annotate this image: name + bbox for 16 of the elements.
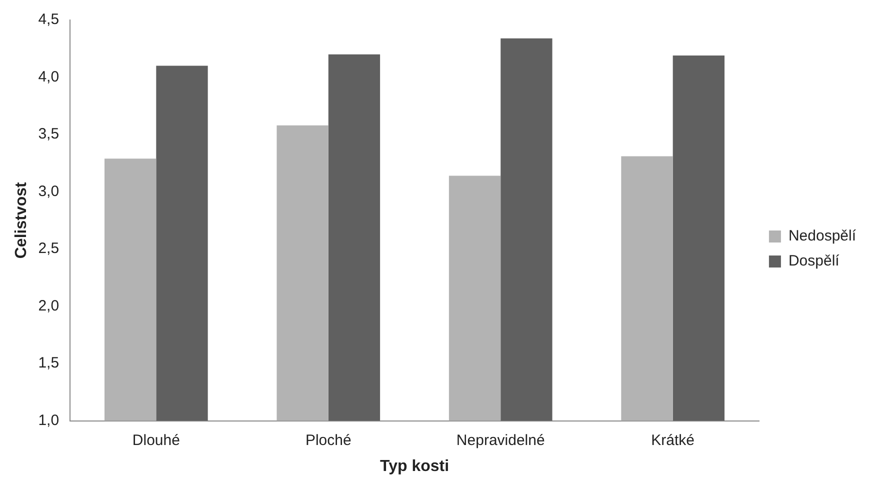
- y-tick-label: 4,5: [38, 11, 60, 28]
- y-tick-label: 2,5: [38, 240, 60, 258]
- y-tick-label: 1,0: [38, 412, 60, 429]
- x-tick-label: Krátké: [651, 432, 695, 449]
- x-tick-label: Nepravidelné: [456, 432, 545, 449]
- y-tick-label: 3,5: [38, 126, 60, 143]
- y-axis-title: Celistvost: [13, 181, 30, 259]
- x-tick-label: Dlouhé: [132, 432, 180, 449]
- legend-label: Dospělí: [788, 252, 840, 270]
- legend-label: Nedospělí: [788, 228, 857, 245]
- y-tick-label: 2,0: [38, 297, 60, 314]
- x-tick-label: Ploché: [305, 432, 352, 449]
- y-tick-label: 3,0: [38, 182, 60, 200]
- y-tick-label: 1,5: [38, 354, 60, 372]
- x-axis-title: Typ kosti: [380, 458, 450, 475]
- y-tick-label: 4,0: [38, 68, 60, 86]
